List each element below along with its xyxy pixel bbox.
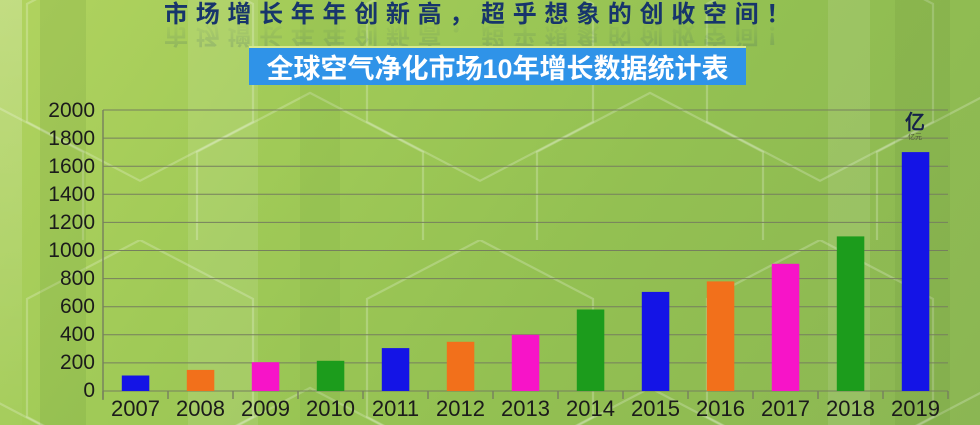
svg-text:2015: 2015 — [631, 396, 680, 421]
svg-text:200: 200 — [60, 351, 95, 374]
svg-text:2018: 2018 — [826, 396, 875, 421]
svg-text:2013: 2013 — [501, 396, 550, 421]
svg-text:2008: 2008 — [176, 396, 225, 421]
svg-text:2014: 2014 — [566, 396, 615, 421]
svg-text:1800: 1800 — [48, 127, 95, 150]
svg-text:2011: 2011 — [372, 396, 419, 421]
svg-text:亿元: 亿元 — [908, 132, 922, 141]
svg-text:亿: 亿 — [905, 110, 925, 134]
svg-text:1600: 1600 — [48, 155, 95, 178]
svg-text:2007: 2007 — [111, 396, 160, 421]
svg-text:2019: 2019 — [891, 396, 940, 421]
svg-text:2016: 2016 — [696, 396, 745, 421]
svg-text:1200: 1200 — [48, 211, 95, 234]
svg-text:400: 400 — [60, 323, 95, 346]
svg-text:1000: 1000 — [48, 239, 95, 262]
svg-text:600: 600 — [60, 295, 95, 318]
svg-text:0: 0 — [83, 379, 95, 402]
svg-text:800: 800 — [60, 267, 95, 290]
svg-text:2012: 2012 — [436, 396, 485, 421]
svg-text:2010: 2010 — [306, 396, 355, 421]
svg-text:2017: 2017 — [761, 396, 810, 421]
svg-text:2009: 2009 — [241, 396, 290, 421]
svg-text:1400: 1400 — [48, 183, 95, 206]
svg-text:2000: 2000 — [48, 99, 95, 122]
